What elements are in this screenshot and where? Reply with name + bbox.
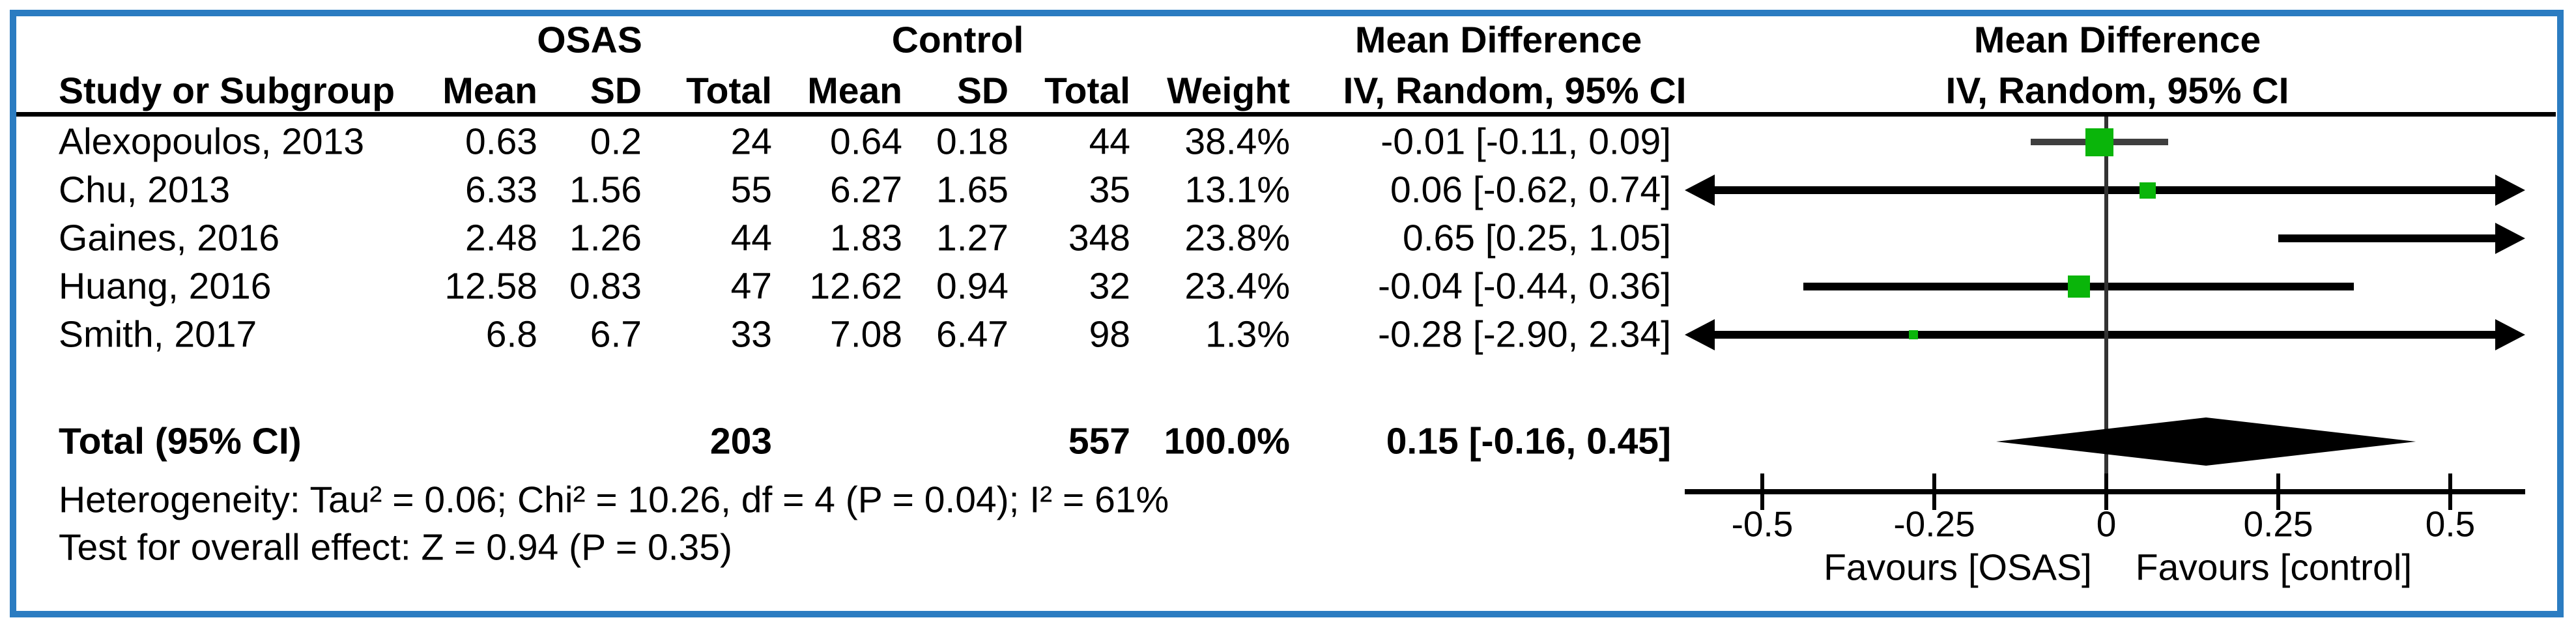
cell-control-mean: 0.64 bbox=[830, 120, 902, 163]
cell-weight: 23.8% bbox=[1184, 217, 1290, 259]
weight-square bbox=[1909, 330, 1919, 339]
cell-ci-text: -0.28 [-2.90, 2.34] bbox=[1378, 313, 1671, 356]
cell-weight: 23.4% bbox=[1184, 265, 1290, 307]
cell-control-mean: 12.62 bbox=[809, 265, 902, 307]
group-header-osas: OSAS bbox=[537, 19, 642, 61]
study-name: Alexopoulos, 2013 bbox=[59, 120, 365, 163]
cell-control-mean: 6.27 bbox=[830, 169, 902, 211]
cell-weight: 1.3% bbox=[1205, 313, 1290, 356]
column-header-study: Study or Subgroup bbox=[59, 70, 395, 112]
weight-square bbox=[2139, 182, 2156, 199]
plot-title: Mean Difference bbox=[1973, 19, 2261, 61]
cell-osas-mean: 6.8 bbox=[485, 313, 537, 356]
cell-control-mean: 1.83 bbox=[830, 217, 902, 259]
cell-control-sd: 0.94 bbox=[936, 265, 1009, 307]
cell-osas-mean: 2.48 bbox=[465, 217, 537, 259]
cell-control-total: 348 bbox=[1068, 217, 1130, 259]
cell-osas-sd: 6.7 bbox=[590, 313, 642, 356]
cell-osas-mean: 0.63 bbox=[465, 120, 537, 163]
favours-right-label: Favours [control] bbox=[2135, 546, 2412, 589]
column-header-weight: Weight bbox=[1167, 70, 1290, 112]
study-name: Chu, 2013 bbox=[59, 169, 231, 211]
total-row-label: Total (95% CI) bbox=[59, 420, 302, 462]
x-axis-tick bbox=[2448, 473, 2452, 510]
ci-arrow-left bbox=[1685, 319, 1715, 350]
cell-control-mean: 7.08 bbox=[830, 313, 902, 356]
cell-ci-text: -0.04 [-0.44, 0.36] bbox=[1378, 265, 1671, 307]
x-axis-tick-label: 0.25 bbox=[2243, 503, 2313, 544]
zero-line bbox=[2104, 117, 2108, 490]
weight-square bbox=[2085, 128, 2113, 156]
cell-weight: 13.1% bbox=[1184, 169, 1290, 211]
column-header-osas-total: Total bbox=[686, 70, 772, 112]
plot-frame bbox=[10, 10, 2564, 617]
overall-effect-text: Test for overall effect: Z = 0.94 (P = 0… bbox=[59, 526, 732, 569]
total-control-n: 557 bbox=[1068, 420, 1130, 462]
cell-control-total: 32 bbox=[1089, 265, 1130, 307]
header-rule bbox=[16, 112, 2556, 117]
cell-control-total: 44 bbox=[1089, 120, 1130, 163]
x-axis-tick-label: 0.5 bbox=[2425, 503, 2476, 544]
cell-control-sd: 6.47 bbox=[936, 313, 1009, 356]
cell-osas-mean: 6.33 bbox=[465, 169, 537, 211]
cell-osas-total: 24 bbox=[730, 120, 772, 163]
cell-osas-total: 47 bbox=[730, 265, 772, 307]
cell-osas-sd: 0.2 bbox=[590, 120, 642, 163]
column-group-mean-difference: Mean Difference bbox=[1354, 19, 1642, 61]
column-header-osas-mean: Mean bbox=[442, 70, 537, 112]
column-header-control-total: Total bbox=[1044, 70, 1130, 112]
column-header-osas-sd: SD bbox=[590, 70, 642, 112]
column-header-control-sd: SD bbox=[956, 70, 1009, 112]
cell-osas-total: 55 bbox=[730, 169, 772, 211]
study-name: Gaines, 2016 bbox=[59, 217, 280, 259]
ci-line bbox=[2278, 234, 2503, 242]
ci-arrow-right bbox=[2495, 319, 2525, 350]
cell-control-total: 35 bbox=[1089, 169, 1130, 211]
total-ci-text: 0.15 [-0.16, 0.45] bbox=[1386, 420, 1671, 462]
study-name: Smith, 2017 bbox=[59, 313, 257, 356]
cell-control-sd: 0.18 bbox=[936, 120, 1009, 163]
cell-weight: 38.4% bbox=[1184, 120, 1290, 163]
study-name: Huang, 2016 bbox=[59, 265, 272, 307]
cell-osas-mean: 12.58 bbox=[444, 265, 537, 307]
total-weight: 100.0% bbox=[1164, 420, 1290, 462]
column-header-control-mean: Mean bbox=[807, 70, 902, 112]
group-header-control: Control bbox=[891, 19, 1024, 61]
cell-osas-total: 44 bbox=[730, 217, 772, 259]
cell-control-total: 98 bbox=[1089, 313, 1130, 356]
total-osas-n: 203 bbox=[709, 420, 772, 462]
cell-ci-text: 0.65 [0.25, 1.05] bbox=[1403, 217, 1671, 259]
cell-ci-text: 0.06 [-0.62, 0.74] bbox=[1390, 169, 1671, 211]
cell-osas-total: 33 bbox=[730, 313, 772, 356]
cell-osas-sd: 1.56 bbox=[569, 169, 642, 211]
cell-control-sd: 1.65 bbox=[936, 169, 1009, 211]
cell-control-sd: 1.27 bbox=[936, 217, 1009, 259]
cell-ci-text: -0.01 [-0.11, 0.09] bbox=[1381, 120, 1671, 163]
x-axis-tick-label: 0 bbox=[2096, 503, 2117, 544]
x-axis-tick-label: -0.25 bbox=[1893, 503, 1975, 544]
weight-square bbox=[2067, 275, 2090, 298]
plot-subtitle: IV, Random, 95% CI bbox=[1945, 70, 2289, 112]
cell-osas-sd: 1.26 bbox=[569, 217, 642, 259]
cell-osas-sd: 0.83 bbox=[569, 265, 642, 307]
heterogeneity-text: Heterogeneity: Tau² = 0.06; Chi² = 10.26… bbox=[59, 479, 1169, 521]
x-axis-tick bbox=[1932, 473, 1936, 510]
x-axis-tick bbox=[2104, 473, 2108, 510]
favours-left-label: Favours [OSAS] bbox=[1824, 546, 2092, 589]
x-axis-tick-label: -0.5 bbox=[1731, 503, 1794, 544]
x-axis-tick bbox=[1760, 473, 1764, 510]
ci-arrow-right bbox=[2495, 223, 2525, 254]
x-axis-tick bbox=[2276, 473, 2280, 510]
ci-arrow-left bbox=[1685, 175, 1715, 206]
column-header-effect-ci: IV, Random, 95% CI bbox=[1343, 70, 1687, 112]
ci-arrow-right bbox=[2495, 175, 2525, 206]
